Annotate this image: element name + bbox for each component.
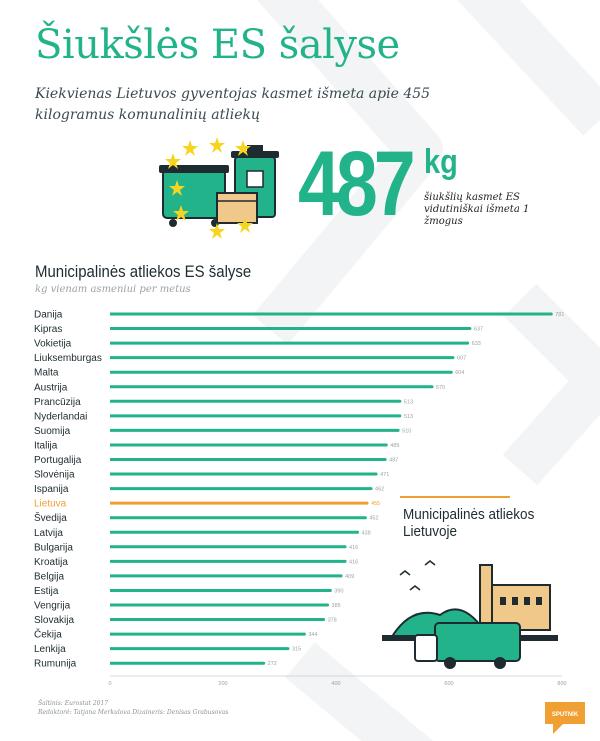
value-label-bulgarija: 416 xyxy=(349,545,358,551)
category-label-austrija: Austrija xyxy=(34,382,68,393)
bar-end-vengrija xyxy=(326,603,330,607)
average-waste-unit: kg xyxy=(424,143,458,181)
category-label-danija: Danija xyxy=(34,310,63,321)
bar-end-belgija xyxy=(339,574,343,578)
category-label-malta: Malta xyxy=(34,368,59,379)
sputnik-logo: SPUTNIK xyxy=(545,702,585,734)
category-label-svedija: Švedija xyxy=(34,511,67,524)
x-tick-label: 0 xyxy=(108,681,111,687)
value-label-italija: 489 xyxy=(390,443,399,449)
waste-plant-illustration xyxy=(382,496,558,669)
source-note: Šaltinis: Eurostat 2017 xyxy=(38,700,109,707)
category-label-estija: Estija xyxy=(34,586,59,597)
value-label-nyderlandai: 513 xyxy=(404,414,413,420)
bar-end-bulgarija xyxy=(343,545,347,549)
category-label-italija: Italija xyxy=(34,440,58,451)
value-label-danija: 781 xyxy=(555,312,564,318)
category-label-lietuva: Lietuva xyxy=(34,499,67,510)
value-label-kipras: 637 xyxy=(474,327,483,333)
value-label-prancuzija: 513 xyxy=(404,399,413,405)
value-label-liuksemburgas: 607 xyxy=(457,356,466,362)
average-waste-value: 487 xyxy=(298,133,416,235)
value-label-slovenija: 471 xyxy=(380,472,389,478)
category-label-slovenija: Slovėnija xyxy=(34,470,75,481)
value-label-lenkija: 315 xyxy=(292,647,301,653)
category-label-kipras: Kipras xyxy=(34,324,62,335)
bar-end-cekija xyxy=(302,632,306,636)
category-label-suomija: Suomija xyxy=(34,426,71,437)
bar-end-danija xyxy=(549,312,553,316)
category-label-latvija: Latvija xyxy=(34,528,63,539)
bar-end-rumunija xyxy=(262,661,266,665)
category-label-vengrija: Vengrija xyxy=(34,601,71,612)
value-label-rumunija: 272 xyxy=(268,661,277,667)
value-label-vengrija: 385 xyxy=(332,603,341,609)
category-label-lenkija: Lenkija xyxy=(34,644,66,655)
bar-end-italija xyxy=(384,443,388,447)
bar-end-nyderlandai xyxy=(398,414,402,418)
x-tick-label: 400 xyxy=(331,681,340,687)
bar-end-malta xyxy=(449,370,453,374)
category-label-liuksemburgas: Liuksemburgas xyxy=(34,353,102,364)
bar-end-portugalija xyxy=(383,458,387,461)
value-label-latvija: 438 xyxy=(361,530,370,536)
value-label-malta: 604 xyxy=(455,370,464,376)
category-label-kroatija: Kroatija xyxy=(34,557,68,568)
category-label-bulgarija: Bulgarija xyxy=(34,542,73,553)
value-label-portugalija: 487 xyxy=(389,458,398,464)
value-label-belgija: 409 xyxy=(345,574,354,580)
category-label-belgija: Belgija xyxy=(34,571,64,582)
bar-end-kroatija xyxy=(343,559,347,563)
category-label-portugalija: Portugalija xyxy=(34,455,82,466)
bar-end-vokietija xyxy=(466,341,470,345)
category-label-rumunija: Rumunija xyxy=(34,659,77,670)
bars-layer: Danija 781 Kipras 637 Vokietija 633 Liuksembur… xyxy=(34,310,564,670)
category-label-vokietija: Vokietija xyxy=(34,339,72,350)
x-tick-label: 200 xyxy=(218,681,227,687)
category-label-prancuzija: Prancūzija xyxy=(34,397,81,408)
bar-end-austrija xyxy=(430,385,434,389)
bar-end-slovenija xyxy=(374,472,378,476)
category-label-nyderlandai: Nyderlandai xyxy=(34,411,87,422)
category-label-ispanija: Ispanija xyxy=(34,484,69,495)
page-title: Šiukšlės ES šalyse xyxy=(35,22,400,68)
value-label-austrija: 570 xyxy=(436,385,445,391)
credits-note: Redaktorė: Tatjana Merkulova Dizaineris:… xyxy=(38,709,229,716)
bar-end-liuksemburgas xyxy=(451,356,455,360)
sputnik-logo-text: SPUTNIK xyxy=(552,712,579,718)
bar-end-suomija xyxy=(396,428,400,432)
chart-subtitle: kg vienam asmeniui per metus xyxy=(35,284,191,295)
page-subtitle: Kiekvienas Lietuvos gyventojas kasmet iš… xyxy=(35,86,431,123)
x-tick-label: 600 xyxy=(444,681,453,687)
value-label-kroatija: 416 xyxy=(349,559,358,565)
bar-end-svedija xyxy=(363,516,367,520)
bar-end-estija xyxy=(328,588,332,592)
value-label-cekija: 344 xyxy=(308,632,317,638)
x-tick-label: 800 xyxy=(557,681,566,687)
category-label-cekija: Čekija xyxy=(34,628,62,641)
value-label-slovakija: 378 xyxy=(328,618,337,624)
x-axis: 0 200 400 600 800 xyxy=(108,675,567,687)
value-label-lietuva: 455 xyxy=(371,501,380,507)
chart-title: Municipalinės atliekos ES šalyse xyxy=(35,262,252,281)
average-waste-note: šiukšlių kasmet ES vidutiniškai išmeta 1… xyxy=(424,192,530,227)
bar-end-prancuzija xyxy=(398,399,402,403)
eu-trash-bins-illustration xyxy=(159,137,279,239)
bar-end-lietuva xyxy=(365,501,369,505)
inset-label: Municipalinės atliekos Lietuvoje xyxy=(403,506,535,540)
bar-end-ispanija xyxy=(369,487,373,491)
value-label-estija: 390 xyxy=(334,588,343,594)
bar-end-slovakija xyxy=(322,618,326,622)
category-label-slovakija: Slovakija xyxy=(34,615,74,626)
bar-end-lenkija xyxy=(286,647,290,651)
value-label-svedija: 452 xyxy=(369,516,378,522)
bar-end-kipras xyxy=(468,327,472,331)
value-label-suomija: 510 xyxy=(402,428,411,434)
value-label-ispanija: 462 xyxy=(375,487,384,493)
value-label-vokietija: 633 xyxy=(472,341,481,347)
bar-chart: Danija 781 Kipras 637 Vokietija 633 Liuksembur… xyxy=(34,310,567,688)
bar-end-latvija xyxy=(355,530,359,534)
